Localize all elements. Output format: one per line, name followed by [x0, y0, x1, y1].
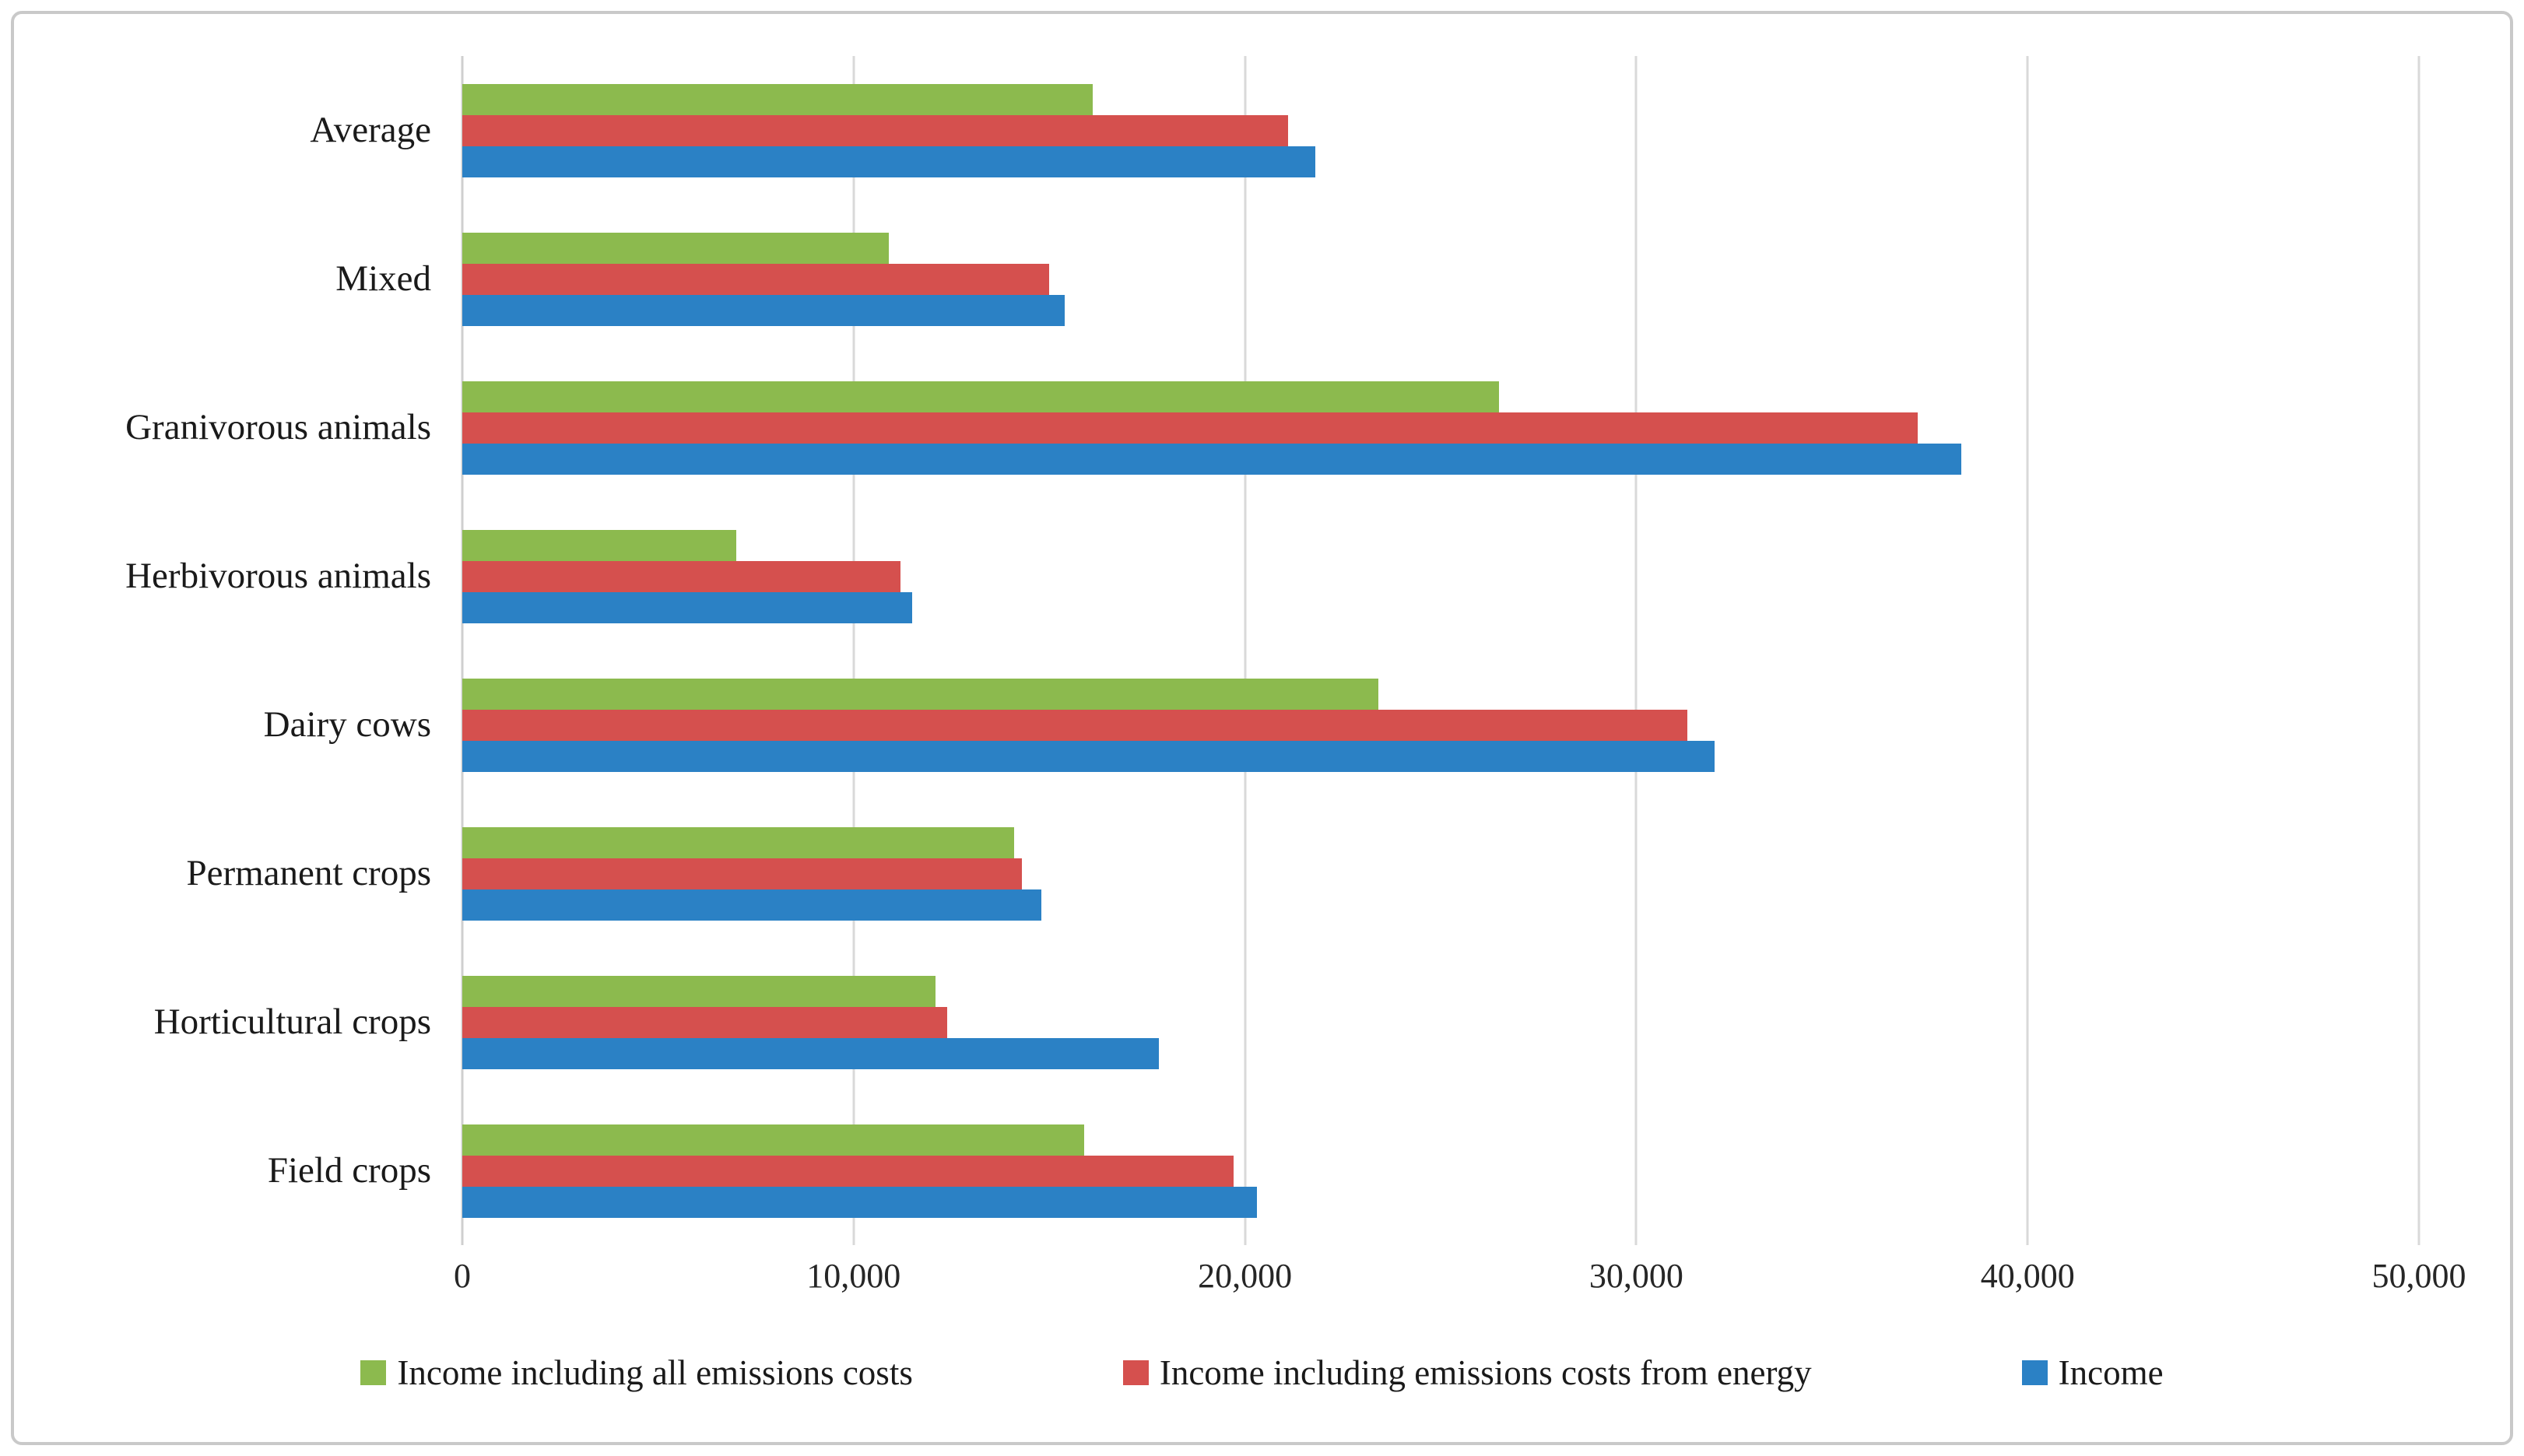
bar-group — [462, 83, 2419, 177]
x-tick-label: 30,000 — [1588, 1257, 1683, 1295]
legend-item: Income — [2021, 1353, 2164, 1393]
bar-group — [462, 381, 2419, 475]
gridline — [2417, 56, 2420, 1245]
bar — [462, 709, 1687, 741]
bar — [462, 975, 936, 1007]
bar — [462, 560, 901, 592]
bar — [462, 443, 1961, 475]
bar — [462, 529, 736, 561]
axis-line — [461, 56, 464, 1245]
bar-group — [462, 678, 2419, 772]
bar-group — [462, 1124, 2419, 1218]
legend-swatch-icon — [360, 1360, 387, 1385]
x-tick-label: 40,000 — [1980, 1257, 2075, 1295]
bar-group — [462, 826, 2419, 921]
bar — [462, 889, 1042, 921]
legend: Income including all emissions costs Inco… — [0, 1353, 2524, 1393]
category-label: Average — [310, 109, 431, 150]
gridline — [2026, 56, 2029, 1245]
bar — [462, 263, 1050, 295]
category-row: Permanent crops — [0, 799, 2524, 948]
category-label: Horticultural crops — [153, 1001, 431, 1042]
category-row: Average — [0, 56, 2524, 205]
category-label: Permanent crops — [186, 852, 431, 893]
x-tick-label: 10,000 — [806, 1257, 901, 1295]
category-label: Field crops — [267, 1149, 431, 1191]
bar — [462, 1124, 1085, 1156]
legend-label: Income — [2058, 1353, 2164, 1392]
category-label: Mixed — [335, 258, 431, 299]
category-row: Dairy cows — [0, 651, 2524, 799]
gridline — [1244, 56, 1247, 1245]
bar — [462, 1155, 1234, 1187]
x-tick-label: 0 — [454, 1257, 471, 1295]
bar — [462, 858, 1022, 889]
category-label: Dairy cows — [263, 703, 431, 745]
plot-area — [461, 56, 2420, 1245]
category-row: Horticultural crops — [0, 948, 2524, 1096]
bar — [462, 1186, 1257, 1218]
gridline — [852, 56, 855, 1245]
category-label: Herbivorous animals — [125, 555, 431, 596]
category-row: Mixed — [0, 205, 2524, 353]
gridline — [1634, 56, 1638, 1245]
bar — [462, 114, 1288, 146]
x-tick-label: 50,000 — [2371, 1257, 2466, 1295]
bar — [462, 294, 1065, 326]
category-row: Granivorous animals — [0, 353, 2524, 502]
bar — [462, 1006, 948, 1038]
category-rows: Average Mixed Granivorous animals Herbivoro… — [0, 56, 2524, 1245]
bar-group — [462, 529, 2419, 623]
legend-label: Income including all emissions costs — [397, 1353, 913, 1392]
category-label: Granivorous animals — [125, 406, 431, 447]
bar — [462, 146, 1316, 177]
bar — [462, 1037, 1159, 1069]
bar-group — [462, 232, 2419, 326]
x-axis: 0 10,000 20,000 30,000 40,000 50,000 — [454, 1256, 2466, 1310]
legend-swatch-icon — [2021, 1360, 2048, 1385]
legend-item: Income including all emissions costs — [360, 1353, 913, 1393]
bar — [462, 740, 1715, 772]
bar — [462, 412, 1918, 444]
x-tick-label: 20,000 — [1198, 1257, 1293, 1295]
category-row: Herbivorous animals — [0, 502, 2524, 651]
bar — [462, 826, 1014, 858]
bar — [462, 591, 913, 623]
bar — [462, 678, 1378, 710]
bar — [462, 381, 1500, 412]
category-row: Field crops — [0, 1096, 2524, 1245]
legend-label: Income including emissions costs from en… — [1159, 1353, 1812, 1392]
bar — [462, 232, 890, 264]
legend-swatch-icon — [1122, 1360, 1149, 1385]
bar — [462, 83, 1093, 115]
legend-item: Income including emissions costs from en… — [1122, 1353, 1812, 1393]
bar-group — [462, 975, 2419, 1069]
